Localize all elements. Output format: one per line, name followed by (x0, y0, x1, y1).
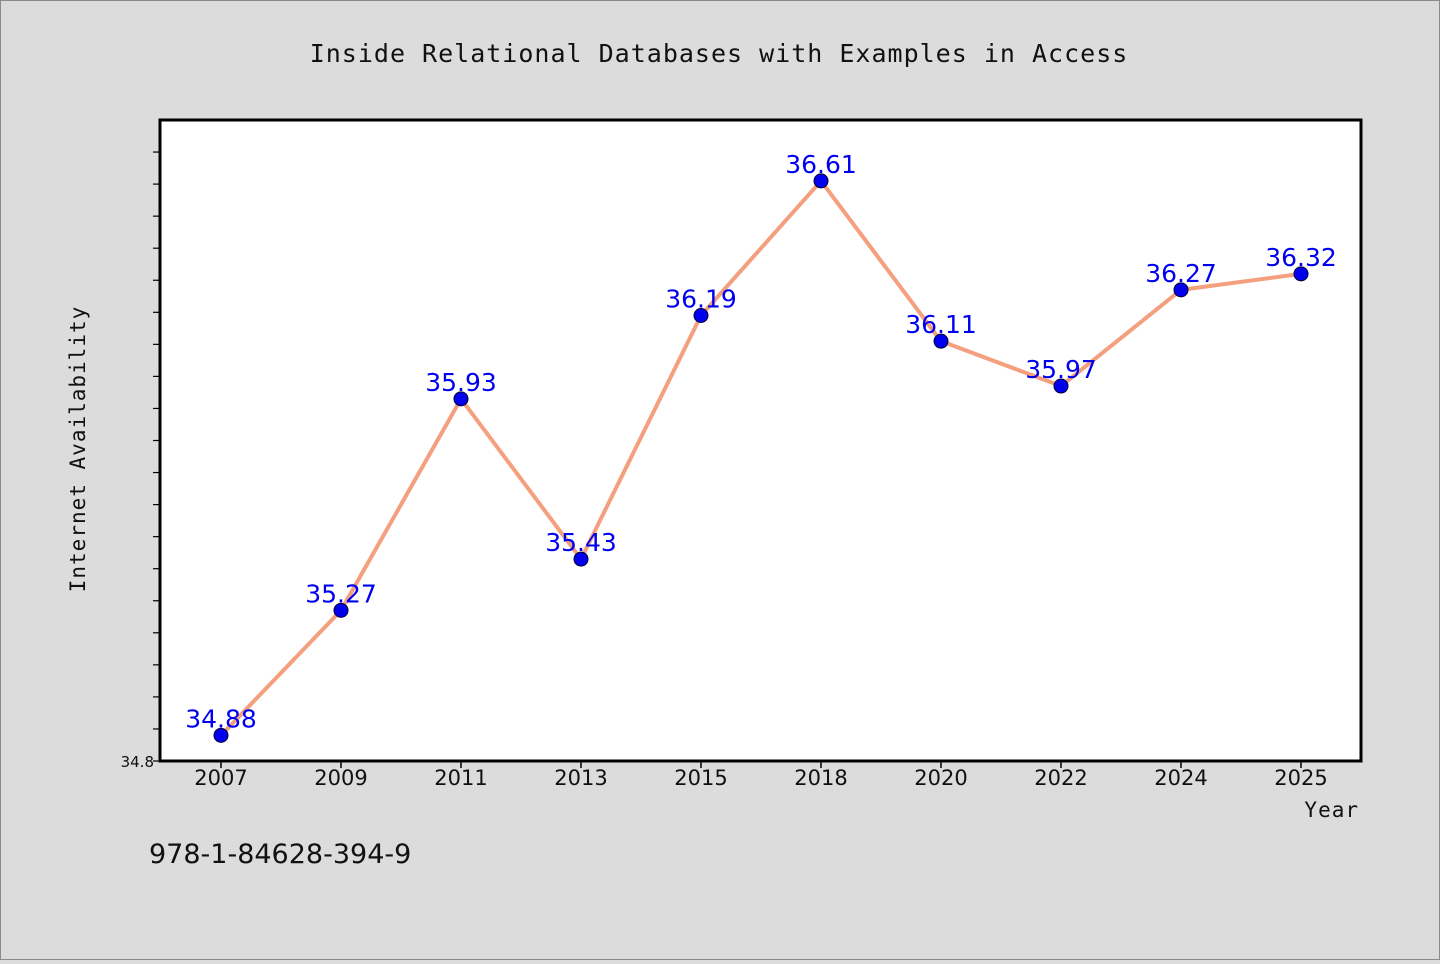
x-tick-label: 2020 (914, 766, 967, 790)
isbn-caption: 978-1-84628-394-9 (149, 839, 411, 870)
data-point (1173, 282, 1189, 298)
data-label: 36.11 (905, 310, 977, 339)
x-tick-label: 2025 (1274, 766, 1327, 790)
data-label: 36.27 (1145, 259, 1217, 288)
data-point (933, 333, 949, 349)
data-label: 35.27 (305, 579, 377, 608)
y-axis-ticks: 34.8 (121, 151, 160, 771)
data-label: 36.19 (665, 285, 737, 314)
data-label: 34.88 (185, 704, 257, 733)
x-tick-label: 2024 (1154, 766, 1207, 790)
data-point (693, 308, 709, 324)
series-line (219, 178, 1302, 737)
data-point (333, 602, 349, 618)
x-tick-label: 2009 (314, 766, 367, 790)
chart-title: Inside Relational Databases with Example… (310, 39, 1129, 68)
data-label: 35.43 (545, 528, 617, 557)
data-label: 36.61 (785, 150, 857, 179)
data-label: 36.32 (1265, 243, 1337, 272)
x-tick-label: 2007 (194, 766, 247, 790)
x-tick-label: 2011 (434, 766, 487, 790)
data-point (453, 391, 469, 407)
data-label: 35.93 (425, 368, 497, 397)
x-tick-label: 2015 (674, 766, 727, 790)
y-axis-title: Internet Availability (66, 306, 90, 593)
series-layer (213, 173, 1309, 743)
data-labels: 34.88 35.27 35.93 35.43 36.19 36.61 36.11 35.97… (185, 150, 1337, 733)
data-point (213, 727, 229, 743)
x-axis-title: Year (1304, 798, 1359, 822)
y-tick-label: 34.8 (121, 753, 154, 771)
plot-area (158, 118, 1363, 763)
data-label: 35.97 (1025, 355, 1097, 384)
x-axis-ticks: 2007 2009 2011 2013 2015 2018 2020 2022 2024 2025 (194, 761, 1328, 790)
data-point (573, 551, 589, 567)
data-point (1293, 266, 1309, 282)
data-point (813, 173, 829, 189)
data-point (1053, 378, 1069, 394)
x-tick-label: 2022 (1034, 766, 1087, 790)
x-tick-label: 2013 (554, 766, 607, 790)
x-tick-label: 2018 (794, 766, 847, 790)
